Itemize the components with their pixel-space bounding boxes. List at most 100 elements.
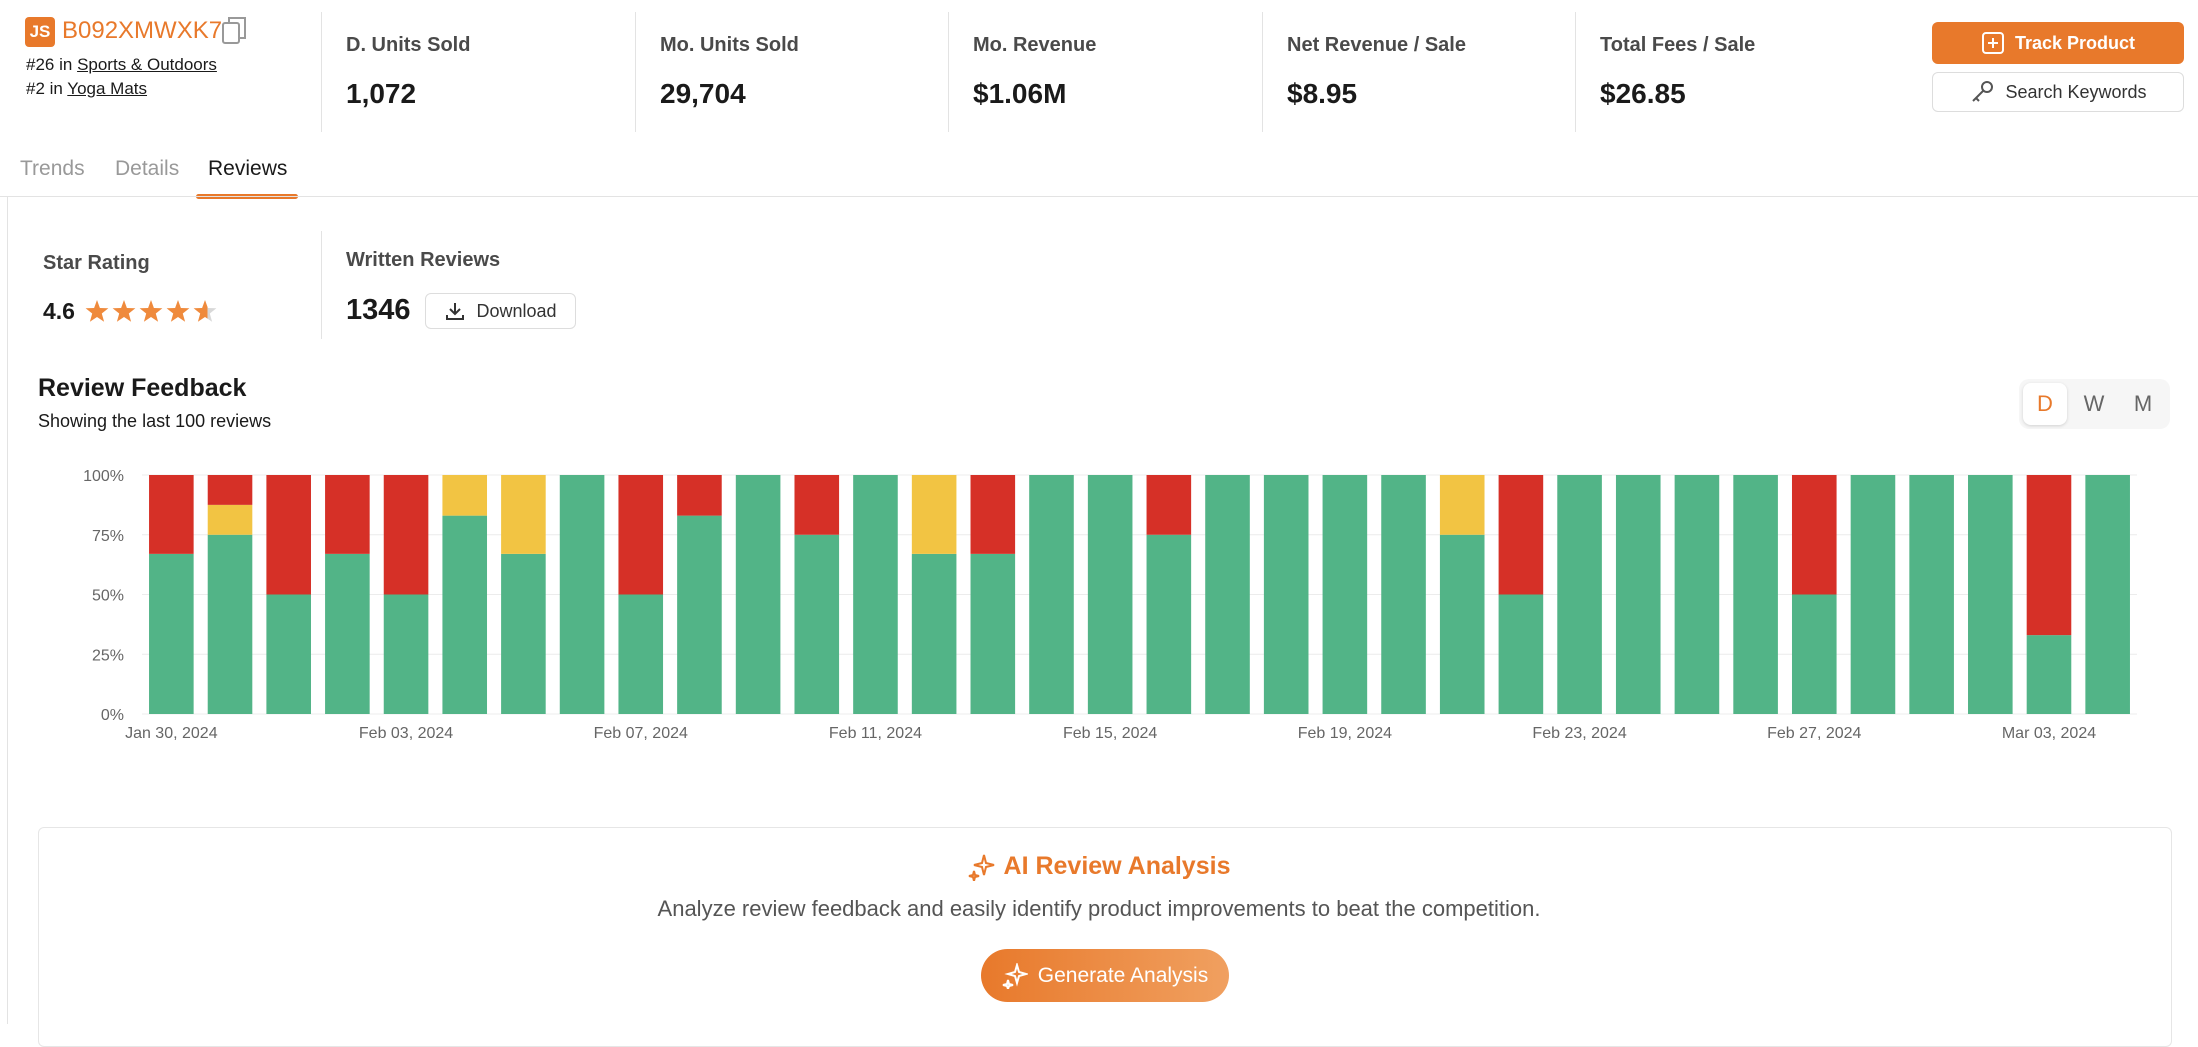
bar-segment xyxy=(735,475,781,714)
toggle-option[interactable]: D xyxy=(2023,383,2067,425)
sparkle-icon xyxy=(1002,962,1028,989)
label: AI Review Analysis xyxy=(1003,852,1231,880)
rank: #2 in xyxy=(26,79,63,98)
metric-label: Mo. Revenue xyxy=(973,34,1097,56)
metric-value: $8.95 xyxy=(1287,78,1358,109)
tab[interactable]: Reviews xyxy=(208,157,288,180)
rank-2: #2 in Yoga Mats xyxy=(26,79,147,99)
metric-label: Net Revenue / Sale xyxy=(1287,34,1466,56)
metric-value: 1,072 xyxy=(346,78,417,109)
star xyxy=(85,300,109,322)
bar-segment xyxy=(383,594,429,714)
sparkle-icon xyxy=(968,854,994,881)
chart-subtitle: Showing the last 100 reviews xyxy=(38,411,272,431)
bar-segment xyxy=(1968,475,2013,714)
bar-segment xyxy=(1381,475,1426,714)
search-button[interactable]: Search Keywords xyxy=(1932,72,2184,112)
tab[interactable]: Trends xyxy=(20,157,85,180)
bar-segment xyxy=(677,515,722,714)
bar-segment xyxy=(911,475,957,554)
separator xyxy=(321,231,322,339)
ai-text: Analyze review feedback and easily ident… xyxy=(657,896,1541,921)
bar-segment xyxy=(970,475,1016,554)
bar-segment xyxy=(1498,475,1544,595)
x-tick-label: Jan 30, 2024 xyxy=(125,725,218,742)
bar-segment xyxy=(325,553,370,714)
separator xyxy=(1575,12,1576,132)
y-tick-label: 50% xyxy=(92,588,124,605)
panel-border xyxy=(7,197,8,1024)
bar-segment xyxy=(266,594,311,714)
download-button[interactable]: Download xyxy=(425,293,576,329)
y-tick-label: 0% xyxy=(101,707,124,724)
label: Download xyxy=(476,300,557,321)
rank-category[interactable]: Sports & Outdoors xyxy=(77,55,217,74)
page: JS B092XMWXK7 #26 in Sports & Outdoors #… xyxy=(0,12,2198,1047)
bar-segment xyxy=(911,553,957,714)
bar-segment xyxy=(442,515,488,714)
chart-title: Review Feedback xyxy=(38,374,247,402)
bar-segment xyxy=(501,553,546,714)
bar-segment xyxy=(207,475,253,505)
review-count: 1346 xyxy=(346,294,411,326)
bar-segment xyxy=(207,504,253,535)
bar-segment xyxy=(1791,594,1837,714)
y-tick-label: 25% xyxy=(92,647,124,664)
generate-button[interactable]: Generate Analysis xyxy=(981,949,1229,1002)
bar-segment xyxy=(1146,475,1192,535)
x-tick-label: Feb 03, 2024 xyxy=(359,725,453,742)
bar-segment xyxy=(1498,594,1544,714)
star xyxy=(139,300,163,322)
toggle-option[interactable]: W xyxy=(2083,391,2105,416)
label: Track Product xyxy=(2014,32,2136,53)
x-tick-label: Feb 07, 2024 xyxy=(594,725,688,742)
separator xyxy=(948,12,949,132)
logo: JS xyxy=(25,17,55,47)
written-label: Written Reviews xyxy=(346,249,501,271)
bar-segment xyxy=(677,475,722,516)
tab[interactable]: Details xyxy=(115,157,180,180)
divider xyxy=(0,196,2198,197)
bar-segment xyxy=(1733,475,1778,714)
toggle-option[interactable]: M xyxy=(2133,391,2153,416)
ai-title: AI Review Analysis xyxy=(0,852,2198,881)
star xyxy=(112,300,136,322)
metric-label: Total Fees / Sale xyxy=(1600,34,1756,56)
bar-segment xyxy=(794,534,840,714)
key-icon xyxy=(1972,81,1994,102)
bar-segment xyxy=(1439,534,1485,714)
bar-segment xyxy=(1615,475,1661,714)
download-icon xyxy=(446,303,465,320)
copy-icon[interactable] xyxy=(220,15,250,47)
bar-segment xyxy=(2026,475,2072,636)
x-tick-label: Mar 03, 2024 xyxy=(2002,725,2096,742)
label: Generate Analysis xyxy=(1037,963,1209,987)
bar-segment xyxy=(794,475,840,535)
track-button[interactable]: Track Product xyxy=(1932,22,2184,64)
bar-segment xyxy=(1557,475,1602,714)
rank: #26 in xyxy=(26,55,73,74)
separator xyxy=(1262,12,1263,132)
bar-segment xyxy=(442,475,488,516)
x-tick-label: Feb 11, 2024 xyxy=(829,725,922,742)
asin: B092XMWXK7 xyxy=(62,17,223,44)
stars xyxy=(85,300,217,322)
rank-category[interactable]: Yoga Mats xyxy=(67,79,148,98)
bar-segment xyxy=(1439,475,1485,535)
bar-segment xyxy=(2085,475,2130,714)
bar-segment xyxy=(618,475,664,595)
bar-segment xyxy=(1791,475,1837,595)
bar-segment xyxy=(2026,635,2072,714)
separator xyxy=(321,12,322,132)
bar-segment xyxy=(1205,475,1250,714)
chart: 0% 25% 50% 75% 100% Jan 30, 2024 Feb 03, 2024 F… xyxy=(83,468,2137,742)
star-label: Star Rating xyxy=(43,252,150,274)
x-tick-label: Feb 15, 2024 xyxy=(1063,725,1157,742)
star xyxy=(193,300,217,322)
separator xyxy=(635,12,636,132)
bar-segment xyxy=(1146,534,1192,714)
bar-segment xyxy=(1674,475,1720,714)
bar-segment xyxy=(1909,475,1954,714)
bar-segment xyxy=(1029,475,1074,714)
